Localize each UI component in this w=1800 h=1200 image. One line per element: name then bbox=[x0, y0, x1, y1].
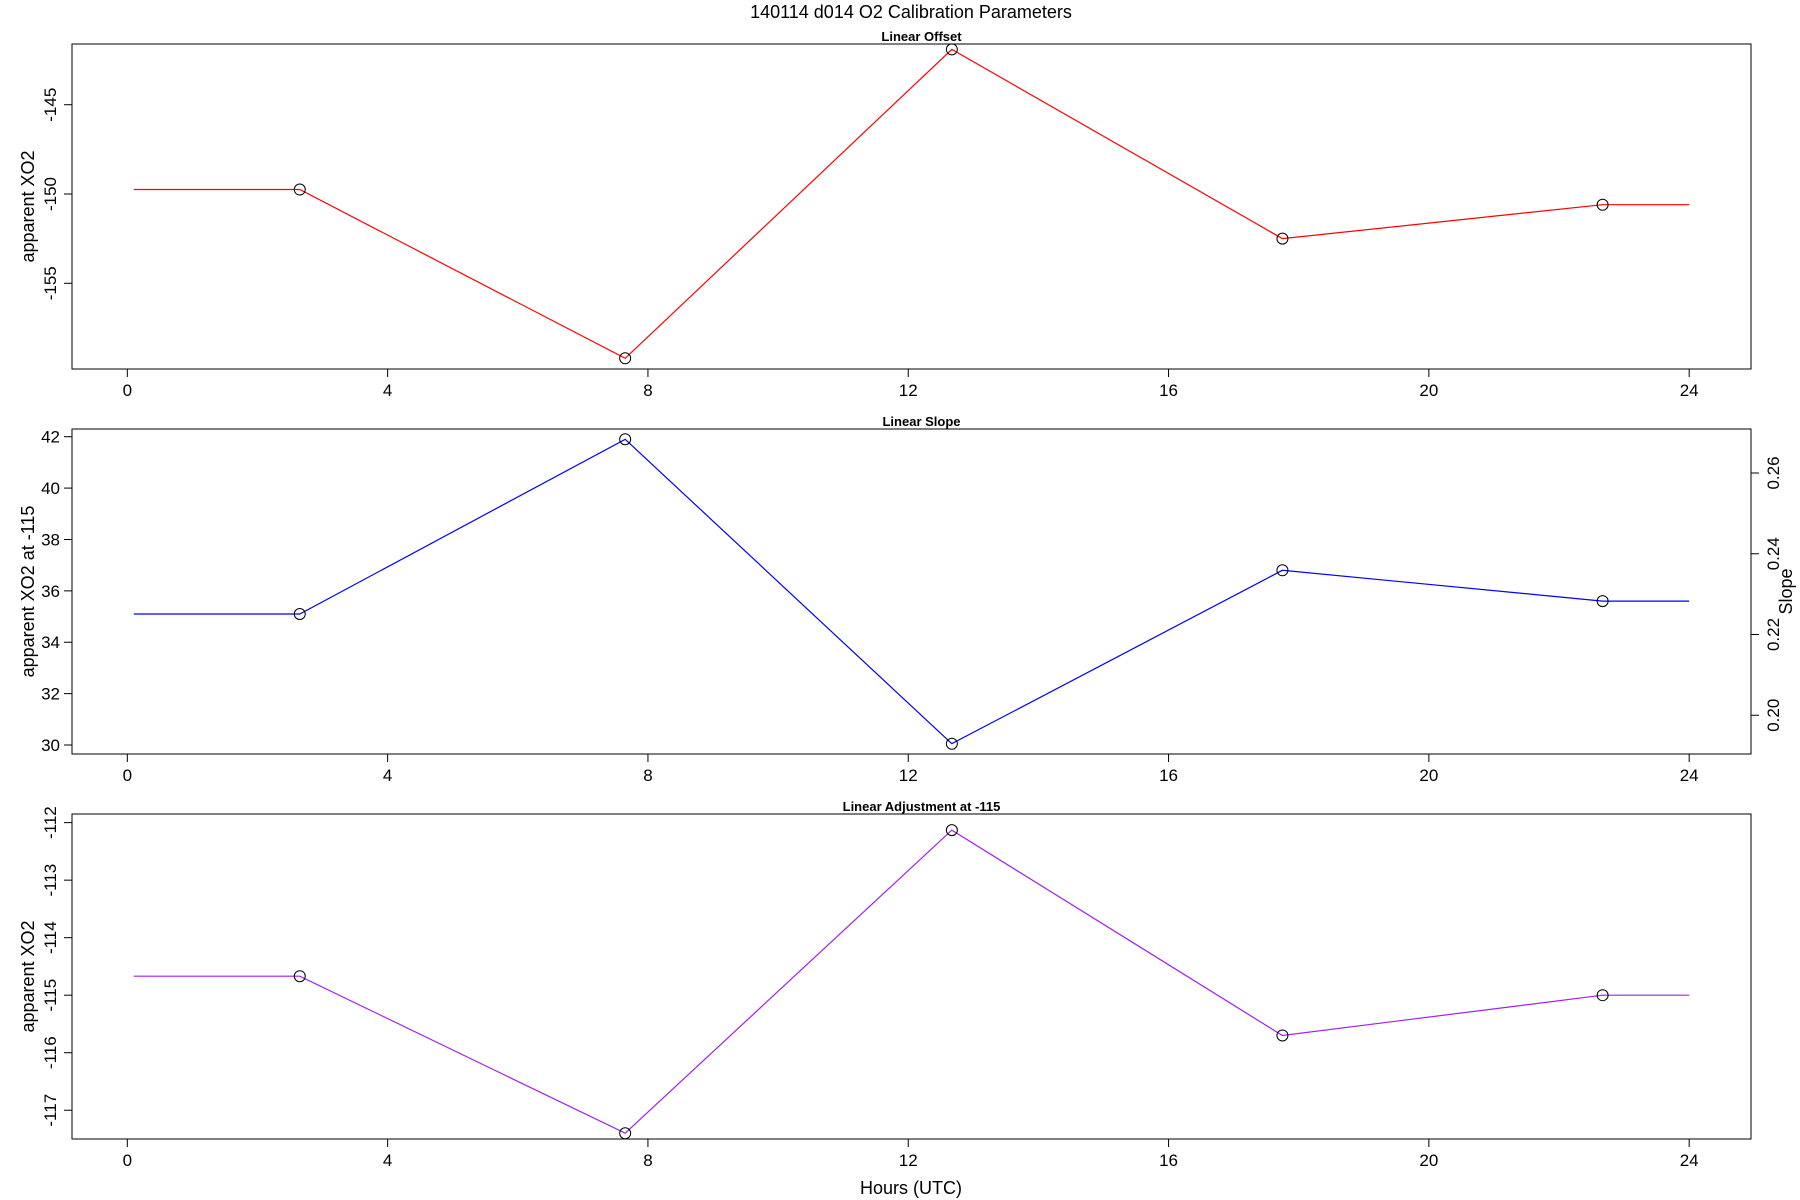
x-tick-label: 8 bbox=[643, 381, 652, 400]
panel-3: Linear Adjustment at -115 0 4 8 12 16 20 24 -117… bbox=[18, 799, 1752, 1170]
data-point bbox=[1596, 198, 1609, 211]
data-point bbox=[619, 1127, 632, 1140]
x-tick-label: 4 bbox=[383, 1151, 392, 1170]
x-tick-label: 20 bbox=[1419, 1151, 1438, 1170]
data-point bbox=[1276, 232, 1289, 245]
data-point bbox=[1596, 595, 1609, 608]
y-tick-label: -150 bbox=[41, 177, 60, 211]
y-axis-label: apparent XO2 at -115 bbox=[18, 506, 38, 678]
y-tick-label: 36 bbox=[41, 582, 60, 601]
x-tick-label: 12 bbox=[899, 1151, 918, 1170]
y-tick-label: 30 bbox=[41, 736, 60, 755]
x-tick-label: 16 bbox=[1159, 766, 1178, 785]
x-tick-label: 20 bbox=[1419, 381, 1438, 400]
y-tick-label: -114 bbox=[41, 921, 60, 954]
series-line bbox=[133, 438, 1690, 745]
panel-1: Linear Offset 0 4 8 12 16 20 24 -155 -150 -145 appa… bbox=[18, 29, 1752, 400]
x-tick-label: 24 bbox=[1680, 766, 1699, 785]
figure-title: 140114 d014 O2 Calibration Parameters bbox=[750, 2, 1072, 22]
x-tick-label: 8 bbox=[643, 766, 652, 785]
y-tick-label: 34 bbox=[41, 633, 60, 652]
data-point bbox=[1596, 989, 1609, 1002]
x-tick-label: 0 bbox=[123, 766, 132, 785]
panel-title: Linear Adjustment at -115 bbox=[843, 799, 1001, 814]
data-point bbox=[293, 607, 306, 620]
y2-tick-label: 0.26 bbox=[1764, 456, 1783, 489]
y-axis-label: apparent XO2 bbox=[18, 920, 38, 1032]
x-tick-label: 12 bbox=[899, 381, 918, 400]
plot-frame bbox=[71, 428, 1752, 755]
series-line bbox=[133, 48, 1690, 360]
panel-title: Linear Offset bbox=[881, 29, 962, 44]
data-point bbox=[1276, 1029, 1289, 1042]
plot-frame bbox=[71, 813, 1752, 1140]
y2-tick-label: 0.20 bbox=[1764, 699, 1783, 732]
y-axis-label: apparent XO2 bbox=[18, 150, 38, 262]
plot-frame bbox=[71, 43, 1752, 370]
y-tick-label: 40 bbox=[41, 479, 60, 498]
data-point bbox=[945, 824, 958, 837]
y-tick-label: -116 bbox=[41, 1036, 60, 1069]
x-axis-label: Hours (UTC) bbox=[860, 1178, 962, 1198]
x-tick-label: 16 bbox=[1159, 381, 1178, 400]
y-tick-label: 38 bbox=[41, 530, 60, 549]
data-point bbox=[945, 43, 958, 56]
x-tick-label: 8 bbox=[643, 1151, 652, 1170]
data-point bbox=[619, 433, 632, 446]
y-tick-label: -145 bbox=[41, 88, 60, 122]
data-point bbox=[1276, 564, 1289, 577]
chart-panels: Linear Offset 0 4 8 12 16 20 24 -155 -150 -145 appa… bbox=[18, 29, 1796, 1170]
data-point bbox=[293, 183, 306, 196]
y-tick-label: -115 bbox=[41, 979, 60, 1012]
x-tick-label: 4 bbox=[383, 381, 392, 400]
x-tick-label: 0 bbox=[123, 381, 132, 400]
x-tick-label: 24 bbox=[1680, 381, 1699, 400]
y2-tick-label: 0.24 bbox=[1764, 537, 1783, 570]
y-tick-label: -113 bbox=[41, 864, 60, 897]
x-tick-label: 24 bbox=[1680, 1151, 1699, 1170]
y-tick-label: -112 bbox=[41, 806, 60, 839]
y2-axis-label: Slope bbox=[1776, 568, 1796, 614]
data-point bbox=[293, 970, 306, 983]
y-tick-label: 32 bbox=[41, 685, 60, 704]
data-point bbox=[945, 737, 958, 750]
panel-2: Linear Slope 0 4 8 12 16 20 24 30 32 34 36 38 40 42 app… bbox=[18, 414, 1796, 785]
series-line bbox=[133, 829, 1690, 1134]
data-point bbox=[619, 352, 632, 365]
x-tick-label: 16 bbox=[1159, 1151, 1178, 1170]
y-tick-label: -117 bbox=[41, 1094, 60, 1127]
y-tick-label: -155 bbox=[41, 266, 60, 300]
y2-tick-label: 0.22 bbox=[1764, 618, 1783, 651]
x-tick-label: 20 bbox=[1419, 766, 1438, 785]
y-tick-label: 42 bbox=[41, 428, 60, 447]
x-tick-label: 12 bbox=[899, 766, 918, 785]
x-tick-label: 4 bbox=[383, 766, 392, 785]
panel-title: Linear Slope bbox=[882, 414, 960, 429]
x-tick-label: 0 bbox=[123, 1151, 132, 1170]
